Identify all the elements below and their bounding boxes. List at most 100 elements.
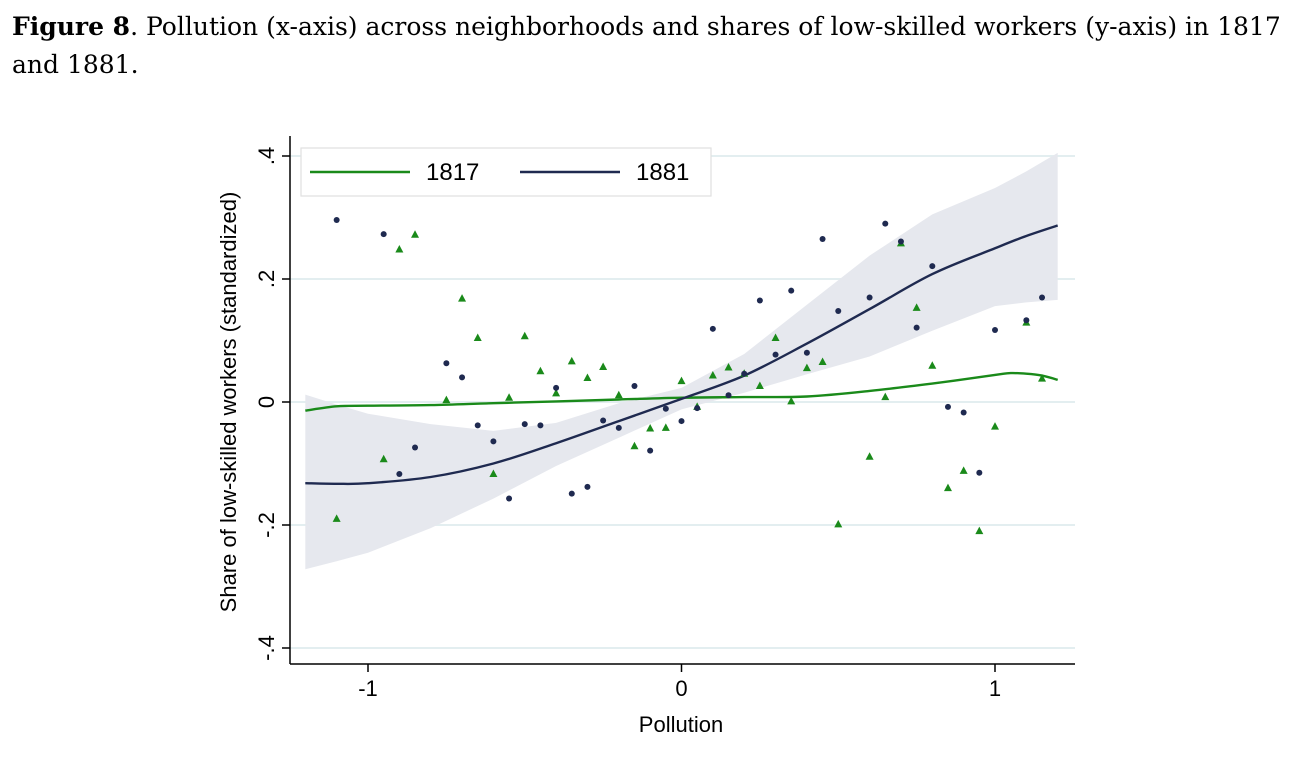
legend-label-1817: 1817 [426, 159, 479, 186]
data-point-1817 [943, 483, 952, 492]
data-point-1817 [771, 333, 780, 342]
data-point-1817 [802, 363, 811, 372]
data-point-1881 [772, 351, 779, 358]
figure-label: Figure 8 [12, 12, 131, 41]
data-point-1817 [630, 441, 639, 450]
confidence-band-1881 [305, 152, 1058, 570]
data-point-1881 [866, 294, 873, 301]
data-point-1817 [583, 373, 592, 382]
y-tick-label: .2 [254, 270, 279, 288]
data-point-1881 [741, 370, 748, 377]
data-point-1817 [724, 363, 733, 371]
data-point-1817 [975, 526, 984, 535]
data-point-1881 [944, 403, 951, 410]
data-point-1817 [473, 333, 482, 342]
data-point-1881 [725, 392, 732, 399]
data-point-1881 [913, 324, 920, 331]
data-point-1881 [490, 438, 497, 445]
data-point-1817 [520, 331, 529, 340]
data-point-1881 [631, 383, 638, 390]
data-point-1881 [600, 417, 607, 424]
confidence-band-layer [305, 152, 1058, 570]
data-point-1881 [992, 327, 998, 334]
data-point-1817 [881, 392, 890, 401]
x-tick-label: 1 [989, 676, 1001, 701]
data-point-1817 [834, 519, 843, 528]
data-point-1881 [1039, 294, 1046, 301]
y-tick-label: .4 [254, 147, 279, 165]
y-tick-label: 0 [254, 396, 279, 408]
data-point-1881 [521, 421, 528, 428]
data-point-1817 [818, 357, 827, 366]
x-axis-title: Pollution [639, 712, 723, 737]
data-point-1817 [865, 452, 874, 460]
data-point-1817 [567, 356, 576, 365]
data-point-1881 [897, 238, 904, 245]
data-point-1881 [709, 325, 716, 332]
data-point-1881 [835, 307, 842, 314]
data-point-1817 [912, 303, 921, 311]
data-point-1817 [787, 396, 796, 405]
legend-label-1881: 1881 [636, 159, 689, 186]
data-point-1817 [332, 514, 341, 522]
data-point-1881 [788, 287, 795, 294]
data-point-1881 [647, 447, 654, 454]
data-point-1817 [677, 376, 686, 385]
x-tick-label: 0 [675, 676, 687, 701]
fit-line-layer [305, 224, 1059, 486]
x-tick-label: -1 [358, 676, 378, 701]
data-point-1817 [505, 393, 514, 401]
y-tick-label: -.4 [254, 635, 279, 661]
data-point-1881 [396, 470, 403, 477]
data-point-1881 [474, 422, 481, 429]
data-point-1817 [661, 423, 670, 431]
data-point-1817 [755, 381, 764, 390]
data-point-1881 [976, 469, 983, 476]
data-point-1881 [506, 495, 513, 502]
data-point-1817 [442, 395, 451, 404]
data-point-1817 [991, 422, 999, 430]
data-point-1881 [380, 231, 387, 238]
data-point-1817 [1038, 374, 1047, 382]
data-point-1817 [708, 371, 717, 379]
data-point-1881 [333, 216, 340, 223]
data-point-1817 [411, 230, 420, 238]
data-point-1881 [1023, 317, 1030, 324]
data-point-1881 [443, 360, 450, 367]
data-point-1881 [694, 405, 701, 412]
data-point-1817 [959, 466, 968, 474]
data-point-1881 [882, 220, 889, 227]
y-axis-title: Share of low-skilled workers (standardiz… [216, 192, 241, 613]
data-point-1881 [537, 422, 544, 429]
data-point-1817 [928, 361, 937, 369]
data-point-1817 [614, 390, 623, 399]
data-point-1817 [552, 388, 561, 397]
data-point-1881 [412, 444, 419, 451]
data-point-1881 [553, 384, 560, 391]
data-point-1881 [568, 490, 575, 497]
data-point-1817 [395, 244, 404, 253]
data-point-1881 [615, 424, 622, 431]
data-point-1817 [458, 294, 467, 302]
data-point-1817 [646, 423, 655, 432]
fit-line-1817 [305, 371, 1059, 412]
data-point-1881 [678, 418, 685, 425]
data-point-1817 [599, 362, 608, 370]
data-point-1817 [536, 366, 545, 375]
data-point-1881 [584, 483, 591, 490]
figure-caption-text: . Pollution (x-axis) across neighborhood… [12, 12, 1281, 79]
data-point-1881 [662, 405, 669, 412]
data-point-1817 [489, 469, 498, 477]
legend: 1817 1881 [300, 147, 712, 197]
data-point-1881 [960, 409, 967, 416]
figure-caption: Figure 8. Pollution (x-axis) across neig… [12, 8, 1302, 84]
data-point-1881 [756, 297, 763, 304]
data-point-layer [332, 216, 1047, 535]
data-point-1881 [459, 374, 466, 381]
data-point-1881 [929, 263, 936, 270]
y-tick-label: -.2 [254, 512, 279, 538]
axis-layer: -.4 -.2 0 .2 .4 -1 0 1 [254, 136, 1075, 701]
data-point-1881 [803, 349, 810, 356]
fit-line-1881 [305, 224, 1059, 486]
